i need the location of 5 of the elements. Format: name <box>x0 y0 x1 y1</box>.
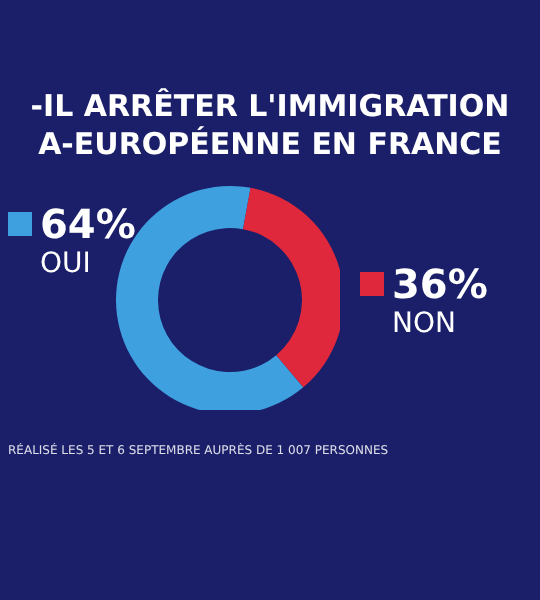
data-label: 64% <box>40 200 136 248</box>
data-label: 36% <box>392 260 488 308</box>
legend-label: NON <box>392 308 458 340</box>
legend-label: OUI <box>40 248 93 280</box>
chart-title: -IL ARRÊTER L'IMMIGRATION A-EUROPÉENNE EN FRANCE <box>28 88 512 164</box>
